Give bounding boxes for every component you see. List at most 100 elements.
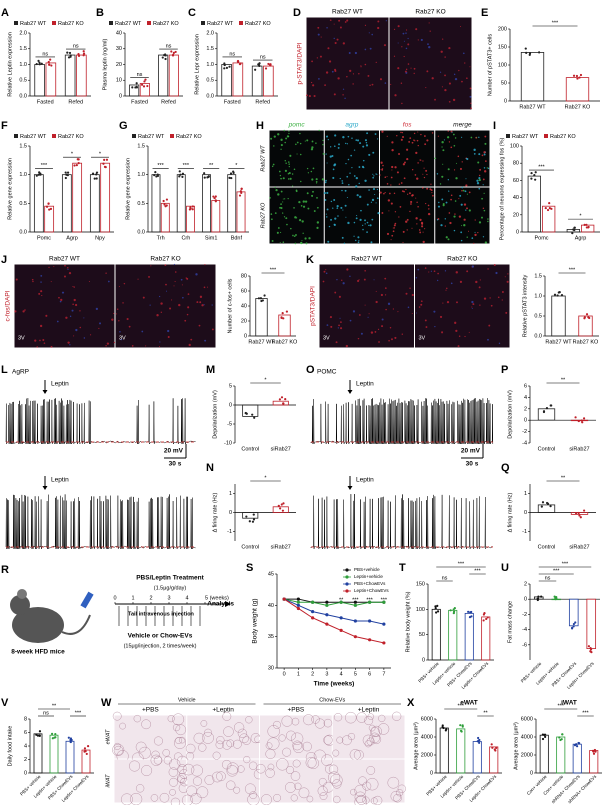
speck: [285, 162, 287, 164]
bar: [489, 746, 499, 774]
speck: [405, 220, 408, 223]
speck: [314, 718, 325, 729]
speck: [135, 784, 145, 793]
x-tick-label: Rab27 WT: [545, 339, 572, 345]
speck: [454, 200, 457, 202]
scale-t-label: 30 s: [169, 461, 182, 468]
speck: [329, 146, 332, 148]
speck: [375, 300, 378, 304]
speck: [222, 712, 232, 721]
speck: [366, 737, 375, 746]
speck: [370, 241, 373, 244]
bar: [158, 54, 169, 97]
dot: [51, 737, 54, 740]
dot: [213, 196, 216, 200]
speck: [377, 328, 380, 330]
speck: [411, 141, 414, 144]
y-tick-label: 0.0: [534, 333, 542, 339]
speck: [450, 198, 452, 201]
speck: [436, 173, 439, 175]
speck: [325, 71, 329, 74]
dot: [189, 206, 192, 209]
speck: [377, 20, 380, 23]
dot: [232, 171, 235, 174]
speck: [364, 179, 367, 182]
speck: [487, 167, 490, 170]
speck: [188, 343, 191, 347]
speck: [416, 177, 419, 180]
speck: [427, 43, 429, 46]
dot: [453, 606, 456, 610]
speck: [280, 203, 282, 205]
speck: [420, 133, 422, 136]
dot: [478, 741, 481, 744]
dot: [244, 412, 247, 415]
sig-label: ns: [43, 710, 49, 716]
speck: [282, 747, 292, 757]
speck: [433, 310, 436, 313]
speck: [383, 44, 386, 47]
dot: [263, 294, 266, 297]
legend-marker: [14, 21, 18, 25]
speck: [384, 287, 387, 289]
speck: [425, 203, 427, 205]
speck: [88, 280, 90, 283]
speck: [41, 294, 43, 297]
mouse-head: [10, 595, 30, 615]
speck: [484, 142, 487, 145]
speck: [333, 93, 336, 96]
speck: [418, 306, 421, 308]
cell-label: POMC: [317, 369, 337, 376]
speck: [372, 151, 375, 154]
dot: [579, 73, 583, 77]
point: [339, 628, 343, 633]
speck: [293, 168, 296, 171]
speck: [174, 271, 177, 273]
speck: [301, 220, 304, 223]
speck: [479, 304, 481, 306]
dot: [573, 744, 577, 747]
speck: [329, 316, 332, 319]
bar: [539, 734, 549, 774]
timeline-label: 2: [149, 595, 152, 601]
dot: [153, 174, 156, 177]
speck: [79, 326, 82, 329]
speck: [471, 237, 474, 239]
y-tick-label: 0.5: [206, 78, 214, 84]
point: [339, 600, 343, 604]
speck: [166, 290, 168, 292]
dot: [140, 83, 144, 86]
arrow-head: [347, 486, 353, 490]
speck: [369, 224, 372, 227]
speck: [440, 224, 443, 227]
speck: [290, 771, 301, 781]
bar: [520, 52, 545, 102]
dot: [449, 609, 452, 612]
speck: [428, 271, 430, 273]
speck: [275, 188, 278, 192]
speck: [370, 331, 374, 334]
speck: [397, 67, 400, 70]
dot: [103, 158, 106, 161]
speck: [243, 756, 251, 764]
speck: [421, 187, 424, 189]
speck: [199, 295, 203, 299]
dot: [281, 312, 284, 315]
speck: [337, 146, 340, 149]
bar: [100, 162, 111, 233]
bar: [76, 54, 87, 97]
speck: [123, 282, 126, 285]
speck: [416, 201, 418, 204]
dot: [544, 733, 547, 736]
dot: [477, 739, 480, 742]
bar: [72, 162, 83, 233]
dot: [75, 164, 78, 167]
speck: [330, 218, 333, 221]
dot: [253, 416, 256, 419]
speck: [454, 137, 457, 139]
speck: [318, 129, 320, 132]
speck: [355, 176, 358, 180]
speck: [417, 268, 420, 271]
speck: [350, 788, 357, 796]
